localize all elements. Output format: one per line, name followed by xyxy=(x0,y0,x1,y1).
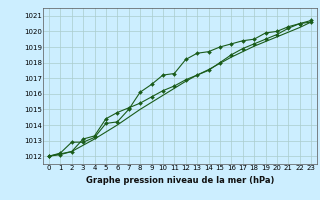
X-axis label: Graphe pression niveau de la mer (hPa): Graphe pression niveau de la mer (hPa) xyxy=(86,176,274,185)
